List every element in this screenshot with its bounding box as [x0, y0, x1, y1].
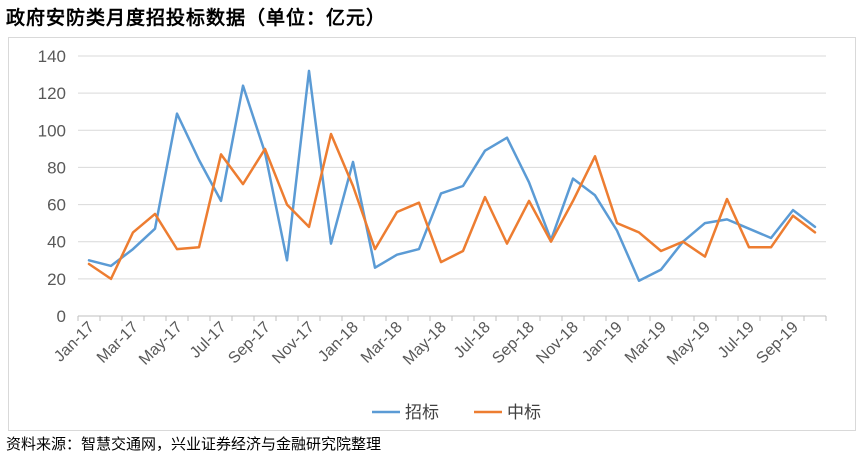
- x-tick-label: Sep-18: [489, 319, 538, 368]
- x-tick-label: May-17: [136, 319, 186, 369]
- y-tick-label: 60: [47, 196, 66, 215]
- y-tick-label: 100: [38, 121, 66, 140]
- chart-frame: [8, 37, 856, 431]
- x-tick-label: Sep-19: [753, 319, 802, 368]
- source-note: 资料来源：智慧交通网，兴业证券经济与金融研究院整理: [6, 435, 382, 453]
- y-tick-label: 80: [47, 158, 66, 177]
- x-tick-label: Nov-17: [269, 319, 318, 368]
- y-tick-label: 40: [47, 233, 66, 252]
- x-tick-label: Jul-19: [715, 319, 758, 362]
- x-tick-label: Mar-17: [94, 319, 142, 367]
- legend-label: 招标: [405, 403, 439, 423]
- x-tick-label: Mar-18: [358, 319, 406, 367]
- y-tick-label: 120: [38, 84, 66, 103]
- series-line-award: [87, 132, 817, 281]
- x-tick-label: Jan-18: [315, 319, 362, 366]
- y-tick-label: 20: [47, 270, 66, 289]
- x-tick-label: May-18: [400, 319, 450, 369]
- page-title: 政府安防类月度招投标数据（单位：亿元）: [6, 7, 387, 29]
- x-tick-label: Sep-17: [225, 319, 274, 368]
- x-tick-label: Jul-18: [451, 319, 494, 362]
- x-tick-label: Nov-18: [533, 319, 582, 368]
- series-line-tender: [87, 69, 817, 282]
- legend-label: 中标: [507, 403, 541, 423]
- x-tick-label: May-19: [664, 319, 714, 369]
- y-tick-label: 140: [38, 47, 66, 66]
- x-tick-label: Jul-17: [187, 319, 230, 362]
- x-tick-label: Jan-19: [579, 319, 626, 366]
- y-tick-label: 0: [57, 307, 66, 326]
- x-tick-label: Mar-19: [622, 319, 670, 367]
